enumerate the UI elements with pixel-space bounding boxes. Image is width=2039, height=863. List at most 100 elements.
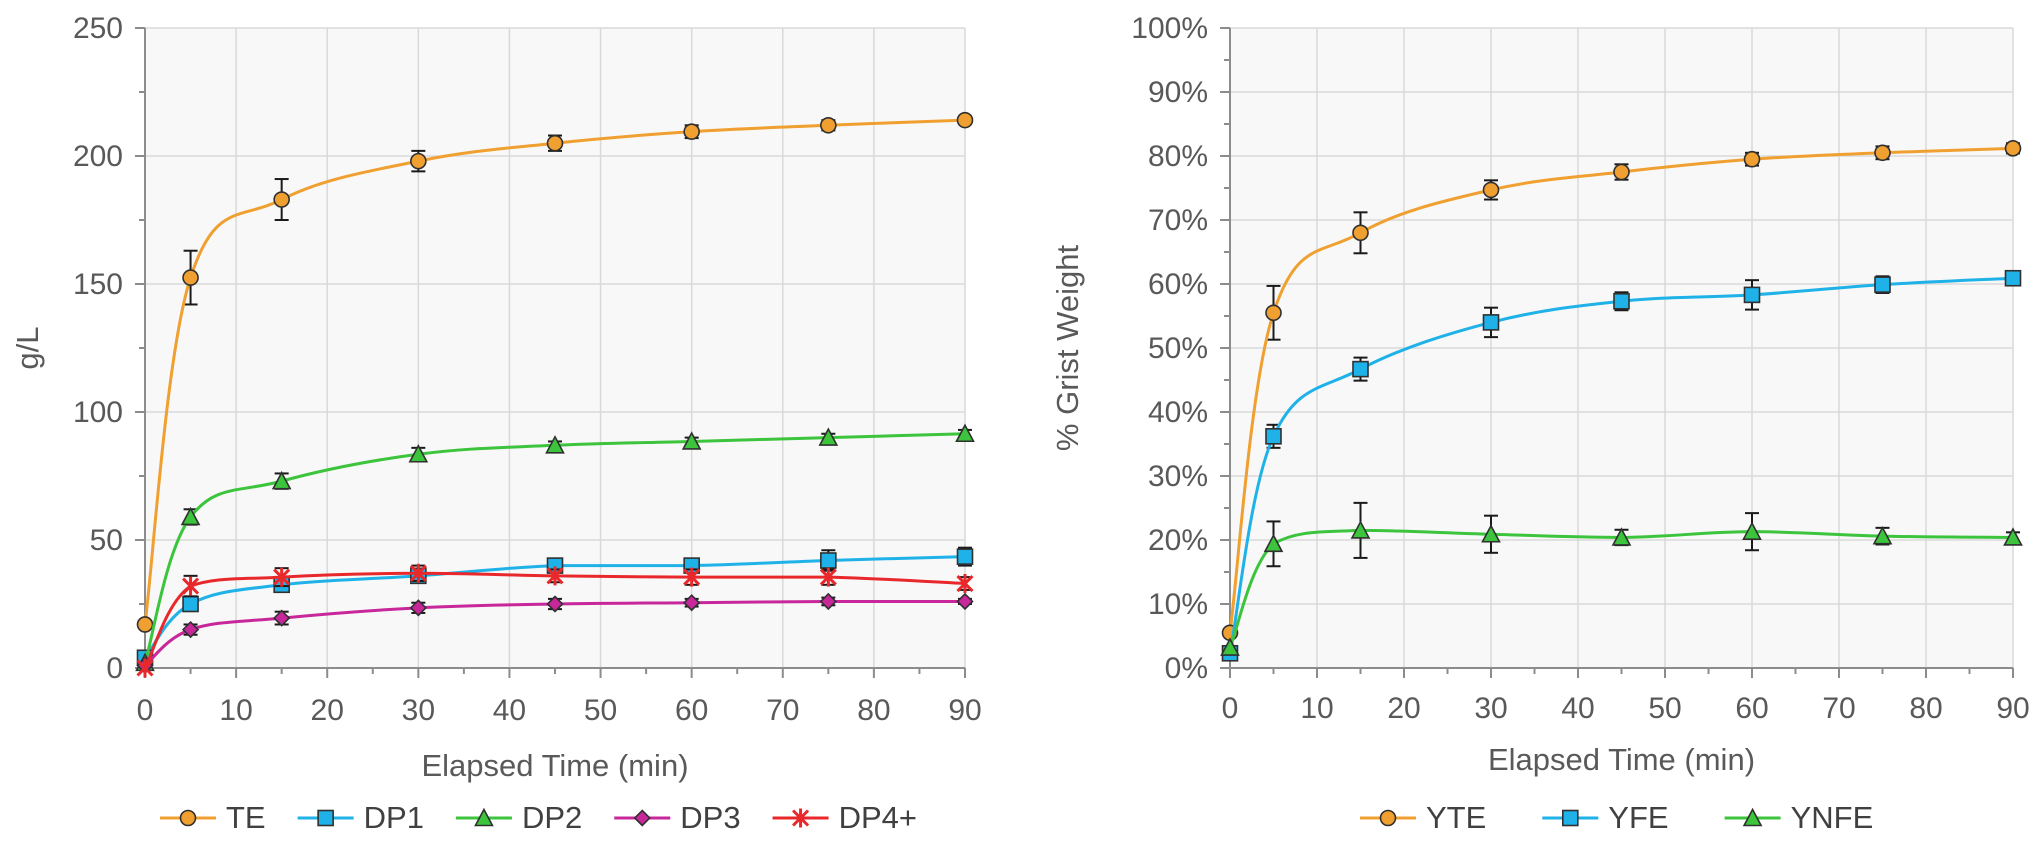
y-tick-label: 40%	[1148, 396, 1208, 429]
legend-marker	[179, 809, 197, 827]
legend: YTE YFE YNFE	[1360, 800, 1873, 835]
data-point	[136, 616, 154, 633]
data-point	[1874, 276, 1891, 293]
y-tick-label: 50	[90, 524, 123, 557]
data-point	[819, 567, 837, 587]
data-point	[819, 592, 837, 611]
x-tick-label: 20	[311, 694, 344, 727]
legend-item: DP1	[297, 800, 424, 835]
data-point	[820, 552, 837, 569]
data-point	[546, 595, 564, 613]
x-tick-label: 70	[766, 694, 799, 727]
x-axis-title: Elapsed Time (min)	[421, 748, 688, 783]
legend-label: DP2	[522, 800, 582, 835]
data-point	[1352, 360, 1369, 378]
y-tick-label: 0	[106, 652, 123, 685]
data-point	[1263, 533, 1284, 553]
data-point	[546, 134, 564, 152]
x-tick-label: 50	[1648, 692, 1681, 725]
legend-label: DP1	[364, 800, 424, 835]
data-point	[545, 435, 565, 454]
data-point	[956, 574, 974, 594]
data-point	[136, 658, 154, 678]
legend-marker	[1742, 807, 1763, 827]
legend-item: YNFE	[1724, 800, 1873, 835]
x-tick-label: 80	[1909, 692, 1942, 725]
data-point	[271, 470, 292, 490]
series-yfe	[1221, 269, 2022, 662]
y-tick-label: 200	[73, 140, 123, 173]
y-tick-label: 50%	[1148, 332, 1208, 365]
x-tick-label: 90	[948, 694, 981, 727]
series-dp3	[136, 592, 974, 675]
legend: TE DP1 DP2 DP3 DP4+	[160, 800, 917, 835]
data-point	[409, 599, 427, 617]
series-line	[1228, 528, 2014, 649]
y-tick-label: 30%	[1148, 460, 1208, 493]
data-point	[1220, 637, 1240, 656]
data-point	[956, 548, 974, 565]
data-point	[2003, 527, 2023, 546]
data-point	[1481, 524, 1501, 543]
legend-label: YTE	[1426, 800, 1486, 835]
y-tick-label: 60%	[1148, 268, 1208, 301]
x-axis-title: Elapsed Time (min)	[1488, 742, 1755, 777]
series-ynfe	[1220, 501, 2023, 656]
data-point	[180, 506, 201, 526]
x-tick-label: 30	[402, 694, 435, 727]
legend-marker	[633, 809, 651, 827]
data-point	[409, 563, 427, 583]
y-tick-label: 150	[73, 268, 123, 301]
series-dp4-	[136, 563, 974, 678]
legend-marker	[317, 809, 334, 827]
legend-item: YFE	[1542, 800, 1669, 835]
series-line	[1228, 146, 2014, 634]
x-tick-label: 60	[1735, 692, 1768, 725]
chart-2: 0% 10% 20% 30% 40% 50% 60% 70% 80% 90% 100% 0 10 20 30…	[1050, 12, 2030, 835]
data-point	[1874, 144, 1891, 162]
data-point	[1613, 292, 1630, 310]
y-tick-label: 20%	[1148, 524, 1208, 557]
data-point	[273, 567, 291, 587]
data-point	[1350, 520, 1371, 539]
data-point	[955, 423, 975, 443]
legend-label: DP4+	[839, 800, 917, 835]
tick-labels: 0% 10% 20% 30% 40% 50% 60% 70% 80% 90% 100% 0 10 20 30…	[1131, 12, 2029, 725]
y-tick-label: 70%	[1148, 204, 1208, 237]
x-tick-label: 20	[1387, 692, 1420, 725]
data-point	[2004, 269, 2022, 287]
x-tick-label: 10	[219, 694, 252, 727]
x-tick-label: 50	[584, 694, 617, 727]
series-yte	[1221, 140, 2022, 642]
data-point	[273, 191, 290, 208]
data-point	[1611, 527, 1632, 546]
legend-item: DP3	[614, 800, 741, 835]
legend-item: YTE	[1360, 800, 1486, 835]
y-tick-label: 100%	[1131, 12, 1208, 45]
y-axis-title: % Grist Weight	[1050, 245, 1085, 452]
x-tick-label: 80	[857, 694, 890, 727]
y-tick-label: 0%	[1165, 652, 1208, 685]
series-te	[136, 111, 974, 633]
data-point	[681, 431, 702, 450]
data-point	[683, 123, 700, 140]
x-tick-label: 70	[1822, 692, 1855, 725]
legend-marker	[474, 807, 494, 827]
series-line	[143, 571, 966, 669]
data-point	[1613, 163, 1630, 181]
data-point	[1742, 521, 1762, 540]
x-tick-label: 10	[1300, 692, 1333, 725]
data-point	[408, 444, 429, 463]
data-point	[683, 567, 701, 587]
legend-marker	[1379, 809, 1397, 827]
data-point	[820, 116, 837, 134]
tick-labels: 0 50 100 150 200 250 0 10 20 30 40 50 60 70 80 90	[73, 12, 982, 727]
legend-marker	[792, 808, 810, 828]
chart-1: 0 50 100 150 200 250 0 10 20 30 40 50 60 70 80 90 Elapse…	[10, 12, 982, 835]
x-tick-label: 60	[675, 694, 708, 727]
x-tick-label: 0	[137, 694, 154, 727]
y-tick-label: 10%	[1148, 588, 1208, 621]
x-tick-label: 90	[1996, 692, 2029, 725]
legend-item: TE	[160, 800, 266, 835]
